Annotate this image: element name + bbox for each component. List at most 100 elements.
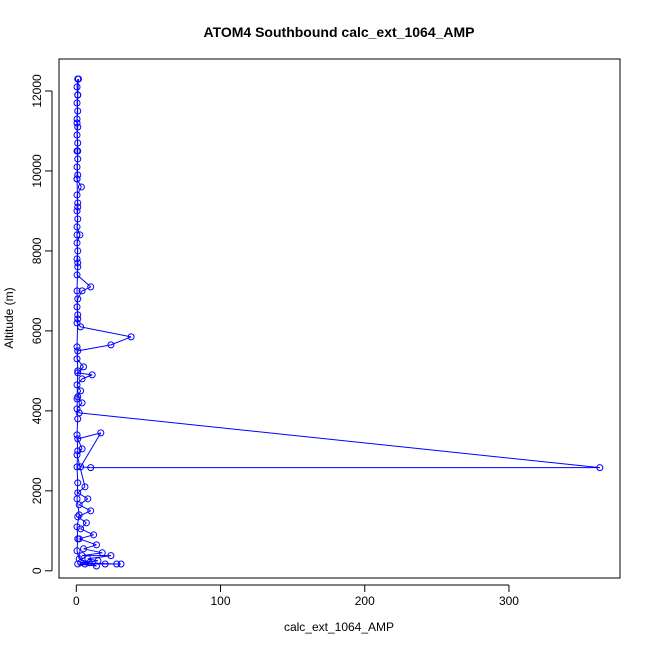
data-point (78, 399, 86, 407)
series-segment (80, 432, 102, 468)
data-point (73, 463, 81, 471)
y-axis-label: Altitude (m) (2, 287, 16, 348)
data-point (73, 83, 81, 91)
series-segment (77, 432, 101, 440)
data-point (97, 429, 105, 437)
data-point (74, 247, 82, 255)
data-point (74, 139, 82, 147)
y-tick-label: 12000 (30, 74, 44, 108)
series-segment (76, 178, 82, 188)
series-segment (83, 544, 97, 550)
series-segment (77, 486, 86, 494)
x-tick-label: 200 (355, 594, 375, 608)
data-point (85, 559, 93, 567)
data-point (75, 501, 83, 509)
series-segment (76, 346, 79, 371)
series-segment (110, 336, 132, 346)
y-tick-label: 6000 (30, 317, 44, 344)
series-segment (77, 438, 83, 450)
data-point (88, 371, 96, 379)
data-point (73, 119, 81, 127)
data-point (73, 271, 81, 279)
series-segment (80, 522, 87, 530)
series-segment (76, 178, 79, 207)
series-segment (76, 318, 79, 347)
y-tick-label: 4000 (30, 397, 44, 424)
data-point (73, 131, 81, 139)
series-segment (77, 290, 83, 300)
x-tick-label: 0 (73, 594, 80, 608)
data-point (73, 191, 81, 199)
x-axis: 0 100 200 300 (73, 584, 519, 608)
data-point (74, 147, 82, 155)
data-point (76, 231, 84, 239)
data-point (74, 415, 82, 423)
data-point (74, 171, 82, 179)
data-point (73, 223, 81, 231)
chart-title: ATOM4 Southbound calc_ext_1064_AMP (204, 24, 475, 40)
data-point (73, 99, 81, 107)
plot-frame (58, 58, 621, 579)
data-point (87, 507, 95, 515)
data-point (87, 283, 95, 291)
data-point (107, 552, 115, 560)
series-segment (87, 558, 99, 562)
data-point (73, 163, 81, 171)
series-points (73, 75, 604, 570)
data-point (81, 483, 89, 491)
series-segment (76, 514, 80, 527)
data-point (75, 511, 83, 519)
data-point (73, 287, 81, 295)
data-point (80, 545, 88, 553)
data-point (77, 323, 85, 331)
series-segment (78, 498, 89, 506)
series-segment (89, 562, 97, 567)
data-point (113, 560, 121, 568)
data-point (92, 562, 100, 570)
data-point (90, 531, 98, 539)
data-point (73, 343, 81, 351)
series-segment (87, 555, 111, 560)
data-point (107, 341, 115, 349)
data-point (74, 203, 82, 211)
data-point (87, 464, 95, 472)
series-segment (81, 286, 91, 292)
data-point (74, 199, 82, 207)
data-point (74, 311, 82, 319)
data-point (73, 395, 81, 403)
series-segment (76, 78, 79, 88)
data-point (74, 155, 82, 163)
data-point (127, 333, 135, 341)
series-segment (80, 528, 94, 536)
data-point (75, 555, 83, 563)
data-point (73, 431, 81, 439)
data-point (73, 451, 81, 459)
data-point (77, 525, 85, 533)
data-point (74, 535, 82, 543)
data-point (81, 560, 89, 568)
series-segment (79, 412, 600, 469)
data-point (74, 367, 82, 375)
data-point (92, 541, 100, 549)
data-point (74, 91, 82, 99)
data-point (78, 287, 86, 295)
data-point (77, 387, 85, 395)
plot-area (73, 75, 604, 570)
data-point (74, 75, 82, 83)
y-tick-label: 2000 (30, 477, 44, 504)
data-point (73, 303, 81, 311)
data-point (73, 239, 81, 247)
data-point (80, 363, 88, 371)
series-segment (76, 454, 86, 487)
data-point (74, 447, 82, 455)
data-point (117, 560, 125, 568)
series-segment (77, 344, 112, 352)
data-point (74, 295, 82, 303)
data-point (74, 435, 82, 443)
data-point (74, 479, 82, 487)
data-point (73, 495, 81, 503)
x-axis-label: calc_ext_1064_AMP (284, 620, 394, 634)
data-point (77, 183, 85, 191)
data-point (84, 555, 92, 563)
